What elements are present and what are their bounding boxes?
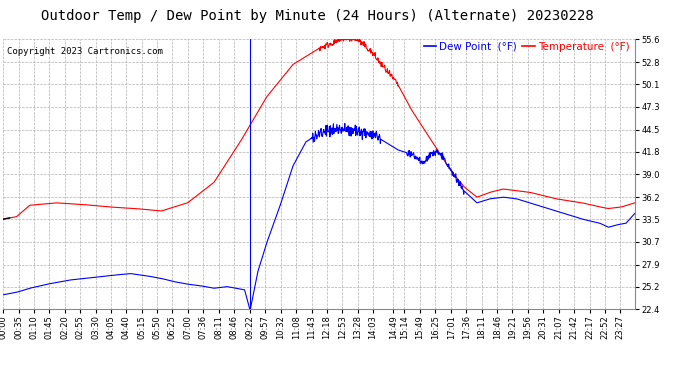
Text: Copyright 2023 Cartronics.com: Copyright 2023 Cartronics.com [7,48,162,57]
Legend: Dew Point  (°F), Temperature  (°F): Dew Point (°F), Temperature (°F) [424,42,629,52]
Text: Outdoor Temp / Dew Point by Minute (24 Hours) (Alternate) 20230228: Outdoor Temp / Dew Point by Minute (24 H… [41,9,594,23]
